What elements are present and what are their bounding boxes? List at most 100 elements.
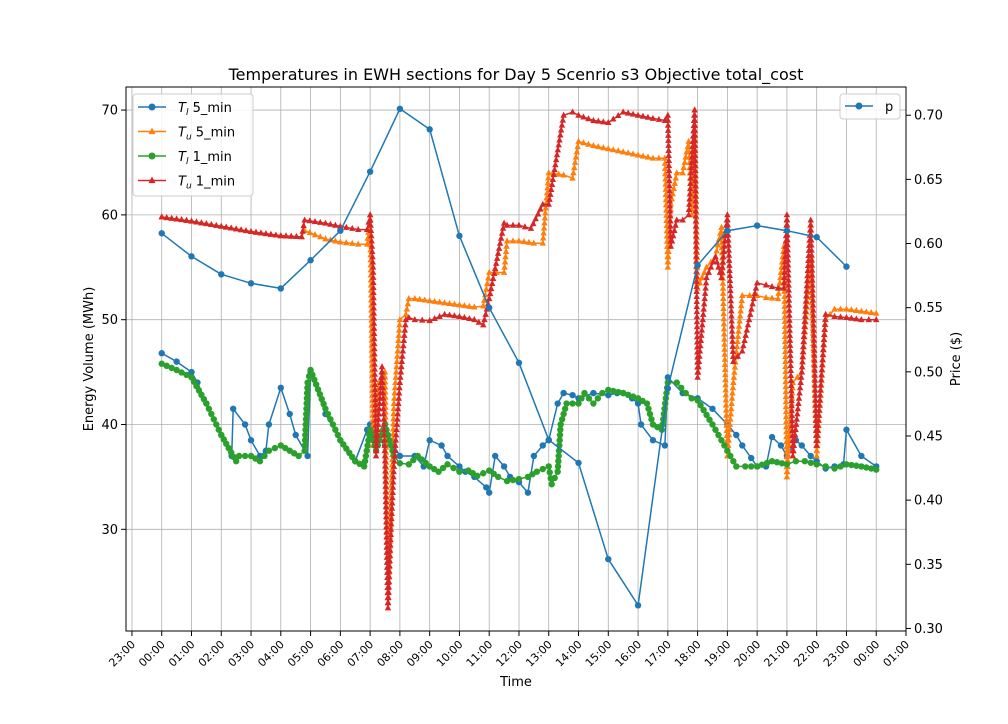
data-point bbox=[671, 226, 678, 233]
data-point bbox=[816, 391, 824, 398]
data-point bbox=[542, 204, 549, 211]
data-point bbox=[399, 352, 406, 359]
data-point bbox=[556, 431, 564, 439]
data-point bbox=[703, 263, 710, 270]
data-point bbox=[580, 139, 587, 146]
x-tick-label: 14:00 bbox=[553, 638, 585, 670]
data-point bbox=[456, 301, 463, 308]
data-point bbox=[373, 436, 381, 443]
data-point bbox=[728, 327, 736, 334]
legend-swatch-marker bbox=[148, 103, 156, 111]
data-point bbox=[574, 143, 581, 150]
data-point bbox=[480, 470, 487, 477]
data-point bbox=[303, 389, 311, 397]
data-point bbox=[726, 426, 733, 433]
data-point bbox=[785, 296, 793, 303]
data-point bbox=[302, 416, 310, 423]
data-point bbox=[383, 528, 390, 535]
data-point bbox=[619, 389, 627, 397]
data-point bbox=[311, 218, 319, 225]
data-point bbox=[242, 227, 250, 234]
data-point bbox=[649, 437, 657, 444]
data-point bbox=[789, 452, 797, 459]
data-point bbox=[873, 316, 880, 323]
data-point bbox=[337, 227, 344, 234]
legend-left: Tl 5_min Tu 5_min Tl 1_min Tu 1_min bbox=[132, 93, 254, 197]
data-point bbox=[790, 447, 797, 454]
data-point bbox=[173, 358, 180, 365]
data-point bbox=[397, 368, 405, 375]
data-point bbox=[783, 418, 790, 425]
data-point bbox=[382, 502, 390, 510]
data-point bbox=[700, 305, 707, 312]
data-point bbox=[782, 367, 789, 375]
data-point bbox=[488, 279, 496, 287]
data-point bbox=[649, 114, 657, 121]
series-line bbox=[161, 108, 848, 607]
data-point bbox=[530, 220, 537, 227]
data-point bbox=[390, 415, 397, 422]
data-point bbox=[639, 112, 647, 119]
data-point bbox=[490, 470, 497, 477]
data-point bbox=[727, 292, 734, 299]
data-point bbox=[662, 185, 669, 192]
data-point bbox=[500, 463, 508, 470]
data-point bbox=[785, 452, 792, 459]
data-point bbox=[655, 115, 663, 122]
data-point bbox=[665, 146, 672, 153]
data-point bbox=[456, 312, 463, 319]
data-point bbox=[471, 303, 478, 310]
data-point bbox=[734, 352, 741, 359]
data-point bbox=[719, 279, 727, 286]
data-point bbox=[366, 211, 374, 218]
data-point bbox=[571, 164, 578, 171]
data-point bbox=[370, 294, 377, 301]
data-point bbox=[363, 225, 371, 232]
data-point bbox=[693, 323, 701, 330]
data-point bbox=[699, 321, 706, 328]
data-point bbox=[698, 326, 706, 333]
data-point bbox=[431, 297, 438, 304]
data-point bbox=[782, 342, 789, 349]
data-point bbox=[303, 395, 311, 402]
data-point bbox=[542, 209, 549, 216]
data-point bbox=[810, 326, 817, 333]
data-point bbox=[688, 395, 695, 402]
data-point bbox=[399, 347, 407, 354]
data-point bbox=[451, 300, 458, 307]
data-point bbox=[392, 431, 400, 438]
data-point bbox=[747, 463, 755, 470]
data-point bbox=[394, 347, 401, 354]
data-point bbox=[807, 452, 814, 460]
data-point bbox=[370, 289, 377, 296]
data-point bbox=[381, 436, 388, 443]
data-point bbox=[370, 314, 378, 321]
data-point bbox=[322, 235, 329, 242]
data-point bbox=[327, 220, 334, 227]
data-point bbox=[718, 239, 726, 246]
data-point bbox=[208, 220, 215, 228]
data-point bbox=[383, 533, 390, 540]
data-point bbox=[382, 477, 389, 484]
data-point bbox=[450, 464, 457, 472]
data-point bbox=[693, 298, 700, 305]
data-point bbox=[639, 152, 647, 159]
data-point bbox=[389, 494, 396, 501]
legend-label: Tu 1_min bbox=[178, 175, 235, 192]
data-point bbox=[715, 431, 722, 439]
data-point bbox=[694, 397, 701, 404]
data-point bbox=[787, 356, 794, 363]
data-point bbox=[373, 447, 380, 454]
data-point bbox=[367, 221, 374, 228]
data-point bbox=[318, 395, 325, 403]
data-point bbox=[800, 327, 808, 334]
data-point bbox=[692, 197, 699, 204]
x-tick-label: 09:00 bbox=[404, 638, 436, 670]
data-point bbox=[664, 263, 672, 270]
data-point bbox=[673, 216, 680, 223]
data-point bbox=[738, 297, 745, 304]
x-tick-label: 03:00 bbox=[226, 638, 258, 670]
data-point bbox=[782, 398, 790, 405]
data-point bbox=[173, 215, 180, 222]
data-point bbox=[303, 400, 310, 407]
